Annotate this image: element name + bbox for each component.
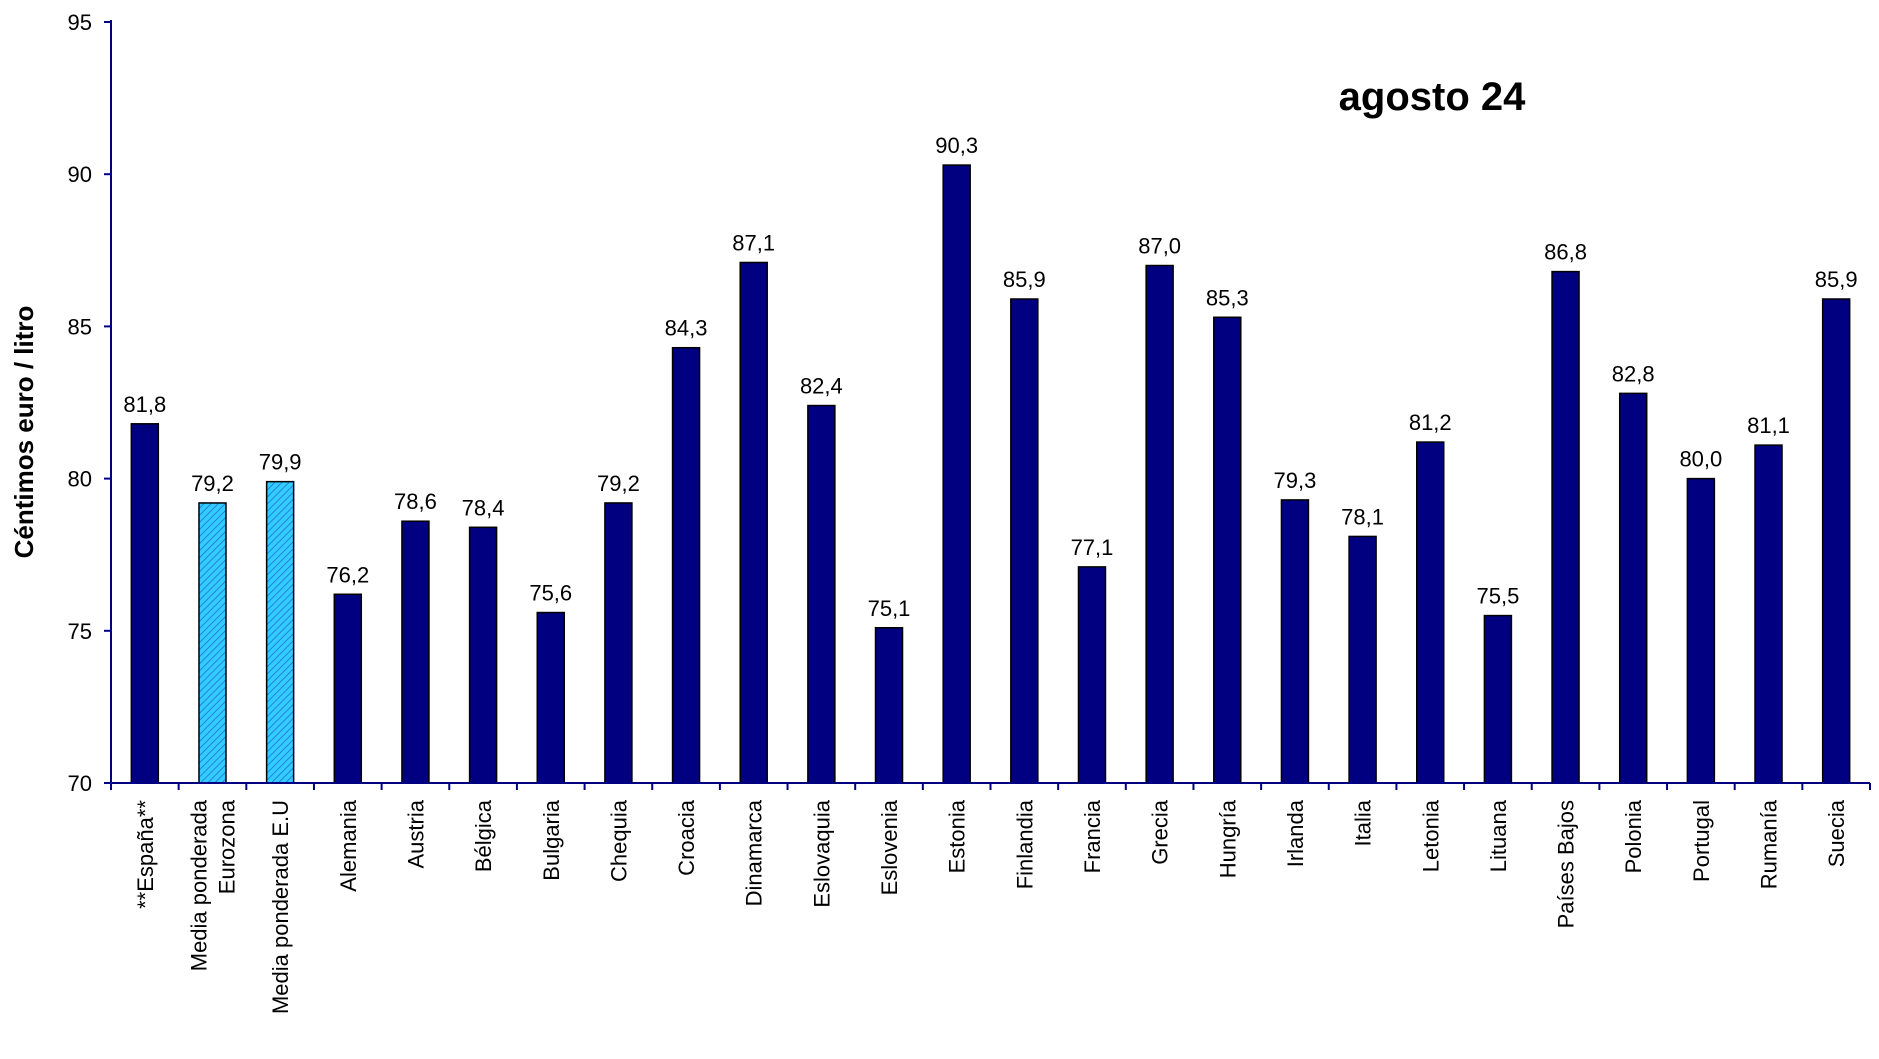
- bar-4: [402, 521, 429, 783]
- data-label-17: 79,3: [1274, 468, 1317, 493]
- category-label-8: Croacia: [674, 799, 699, 876]
- data-label-19: 81,2: [1409, 410, 1452, 435]
- bar-0: [131, 424, 158, 783]
- category-label-6: Bulgaria: [539, 799, 564, 880]
- y-tick-label: 90: [68, 162, 92, 187]
- bar-13: [1011, 299, 1038, 783]
- data-label-21: 86,8: [1544, 240, 1587, 265]
- y-tick-label: 75: [68, 619, 92, 644]
- data-label-2: 79,9: [259, 450, 302, 475]
- y-tick-label: 95: [68, 10, 92, 35]
- data-label-14: 77,1: [1071, 535, 1114, 560]
- category-labels-group: **España** Media ponderada Eurozona Media p…: [133, 799, 1849, 1014]
- bar-22: [1620, 393, 1647, 783]
- y-axis-title: Céntimos euro / litro: [9, 306, 39, 559]
- category-label-4: Austria: [403, 799, 428, 868]
- bar-10: [808, 406, 835, 783]
- data-label-9: 87,1: [732, 230, 775, 255]
- data-label-25: 85,9: [1815, 267, 1858, 292]
- data-label-12: 90,3: [935, 133, 978, 158]
- bar-24: [1755, 445, 1782, 783]
- category-label-22: Polonia: [1621, 799, 1646, 873]
- y-tick-label: 85: [68, 314, 92, 339]
- category-label-13: Finlandia: [1012, 799, 1037, 889]
- bar-9: [740, 262, 767, 783]
- bar-25: [1823, 299, 1850, 783]
- data-label-8: 84,3: [665, 316, 708, 341]
- bar-5: [470, 527, 497, 783]
- bar-14: [1078, 567, 1105, 783]
- category-label-12: Estonia: [945, 799, 970, 873]
- category-label-16: Hungría: [1215, 799, 1240, 878]
- data-label-1: 79,2: [191, 471, 234, 496]
- y-tick-label: 70: [68, 771, 92, 796]
- category-label-10: Eslovaquia: [809, 799, 834, 907]
- category-label-14: Francia: [1080, 799, 1105, 873]
- category-label-17: Irlanda: [1283, 799, 1308, 867]
- data-label-7: 79,2: [597, 471, 640, 496]
- category-label-7: Chequia: [606, 799, 631, 882]
- bar-15: [1146, 266, 1173, 783]
- data-label-22: 82,8: [1612, 361, 1655, 386]
- bar-1: [199, 503, 226, 783]
- data-label-18: 78,1: [1341, 504, 1384, 529]
- bar-17: [1281, 500, 1308, 783]
- category-label-19: Letonia: [1418, 799, 1443, 872]
- x-axis: [111, 783, 1870, 790]
- data-label-10: 82,4: [800, 374, 843, 399]
- bar-8: [673, 348, 700, 783]
- category-label-15: Grecia: [1148, 799, 1173, 865]
- data-labels-group: 81,8 79,2 79,9 76,2 78,6 78,4 75,6 79,2 84,3 87,1…: [123, 133, 1857, 621]
- data-label-23: 80,0: [1679, 447, 1722, 472]
- bar-6: [537, 613, 564, 783]
- category-label-1-0: Media ponderada: [186, 799, 211, 971]
- category-label-21: Países Bajos: [1554, 800, 1579, 928]
- category-label-25: Suecia: [1824, 799, 1849, 867]
- bar-21: [1552, 272, 1579, 783]
- data-label-15: 87,0: [1138, 234, 1181, 259]
- bar-19: [1417, 442, 1444, 783]
- category-label-18: Italia: [1351, 799, 1376, 846]
- bar-18: [1349, 536, 1376, 783]
- category-label-20: Lituana: [1486, 799, 1511, 872]
- bar-2: [267, 482, 294, 783]
- bar-23: [1687, 479, 1714, 783]
- bar-12: [943, 165, 970, 783]
- category-label-0: **España**: [133, 800, 158, 909]
- category-label-2: Media ponderada E.U: [268, 800, 293, 1014]
- data-label-5: 78,4: [462, 495, 505, 520]
- y-axis: 70 75 80 85 90 95: [68, 10, 111, 796]
- data-label-6: 75,6: [529, 581, 572, 606]
- bar-11: [876, 628, 903, 783]
- category-label-5: Bélgica: [471, 799, 496, 872]
- category-label-1-1: Eurozona: [214, 799, 239, 894]
- bars-group: [131, 165, 1849, 783]
- data-label-3: 76,2: [326, 562, 369, 587]
- bar-16: [1214, 317, 1241, 783]
- bar-7: [605, 503, 632, 783]
- data-label-0: 81,8: [123, 392, 166, 417]
- data-label-13: 85,9: [1003, 267, 1046, 292]
- category-label-3: Alemania: [336, 799, 361, 891]
- category-label-9: Dinamarca: [742, 799, 767, 906]
- chart-title: agosto 24: [1339, 75, 1526, 119]
- y-tick-label: 80: [68, 467, 92, 492]
- category-label-23: Portugal: [1689, 800, 1714, 882]
- data-label-11: 75,1: [868, 596, 911, 621]
- bar-20: [1484, 616, 1511, 783]
- category-label-11: Eslovenia: [877, 799, 902, 895]
- category-label-24: Rumanía: [1757, 799, 1782, 889]
- data-label-20: 75,5: [1476, 584, 1519, 609]
- bar-3: [334, 594, 361, 783]
- data-label-16: 85,3: [1206, 285, 1249, 310]
- data-label-4: 78,6: [394, 489, 437, 514]
- data-label-24: 81,1: [1747, 413, 1790, 438]
